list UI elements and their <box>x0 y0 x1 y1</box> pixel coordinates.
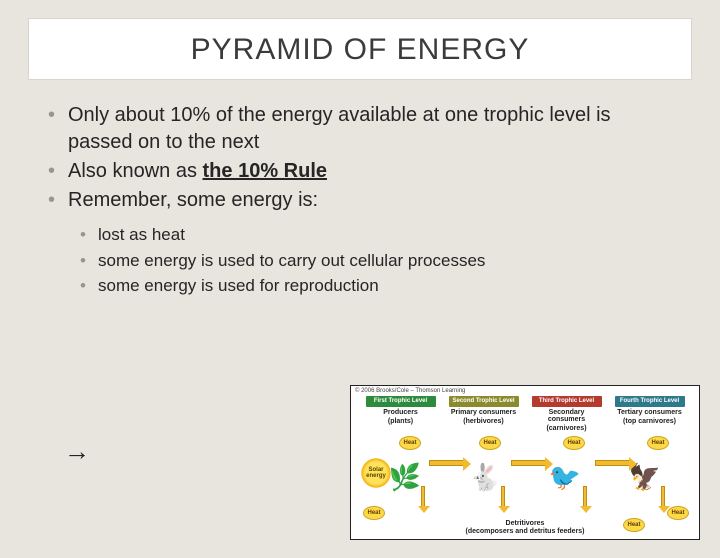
detritivores-line1: Detritivores <box>351 520 699 527</box>
level-2-banner: Second Trophic Level <box>449 396 519 407</box>
arrow-icon: → <box>64 436 90 467</box>
detritivores-label: Detritivores (decomposers and detritus f… <box>351 520 699 535</box>
diagram-copyright: © 2006 Brooks/Cole – Thomson Learning <box>355 388 465 394</box>
producer-icon: 🌿 <box>389 464 421 490</box>
food-chain-diagram: © 2006 Brooks/Cole – Thomson Learning Fi… <box>350 385 700 540</box>
bullet-1: Only about 10% of the energy available a… <box>48 102 672 156</box>
level-4: Fourth Trophic Level Tertiary consumers … <box>615 396 685 433</box>
heat-bubble-3: Heat <box>563 436 585 450</box>
det-flow-3 <box>583 486 587 508</box>
level-4-banner: Fourth Trophic Level <box>615 396 685 407</box>
det-flow-1 <box>421 486 425 508</box>
herbivore-icon: 🐇 <box>469 464 501 490</box>
sub-bullet-2: some energy is used to carry out cellula… <box>80 248 672 274</box>
heat-bubble-4: Heat <box>647 436 669 450</box>
det-flow-4 <box>661 486 665 508</box>
level-3-banner: Third Trophic Level <box>532 396 602 407</box>
slide-content: Only about 10% of the energy available a… <box>48 102 672 299</box>
slide-title-box: PYRAMID OF ENERGY <box>28 18 692 80</box>
sub-bullet-list: lost as heat some energy is used to carr… <box>80 222 672 299</box>
level-1-paren: (plants) <box>366 418 436 425</box>
slide-title: PYRAMID OF ENERGY <box>29 33 691 67</box>
flow-arrow-2 <box>511 460 547 466</box>
flow-arrow-3 <box>595 460 631 466</box>
bullet-2-emphasis: the 10% Rule <box>203 160 327 182</box>
sub-bullet-1: lost as heat <box>80 222 672 248</box>
level-4-name: Tertiary consumers <box>615 409 685 416</box>
carnivore-icon: 🐦 <box>549 464 581 490</box>
level-1-banner: First Trophic Level <box>366 396 436 407</box>
level-3: Third Trophic Level Secondary consumers … <box>532 396 602 433</box>
bullet-3: Remember, some energy is: <box>48 187 672 214</box>
level-4-paren: (top carnivores) <box>615 418 685 425</box>
bullet-2: Also known as the 10% Rule <box>48 158 672 185</box>
bullet-2-prefix: Also known as <box>68 160 203 182</box>
level-2-name: Primary consumers <box>449 409 519 416</box>
level-1: First Trophic Level Producers (plants) <box>366 396 436 433</box>
level-1-name: Producers <box>366 409 436 416</box>
detritivores-line2: (decomposers and detritus feeders) <box>351 528 699 535</box>
flow-arrow-1 <box>429 460 465 466</box>
heat-bubble-5: Heat <box>363 506 385 520</box>
main-bullet-list: Only about 10% of the energy available a… <box>48 102 672 214</box>
level-2-paren: (herbivores) <box>449 418 519 425</box>
heat-bubble-1: Heat <box>399 436 421 450</box>
heat-bubble-2: Heat <box>479 436 501 450</box>
level-2: Second Trophic Level Primary consumers (… <box>449 396 519 433</box>
level-3-name: Secondary consumers <box>532 409 602 424</box>
det-flow-2 <box>501 486 505 508</box>
heat-bubble-6: Heat <box>667 506 689 520</box>
sub-bullet-3: some energy is used for reproduction <box>80 273 672 299</box>
trophic-level-labels: First Trophic Level Producers (plants) S… <box>351 396 699 433</box>
